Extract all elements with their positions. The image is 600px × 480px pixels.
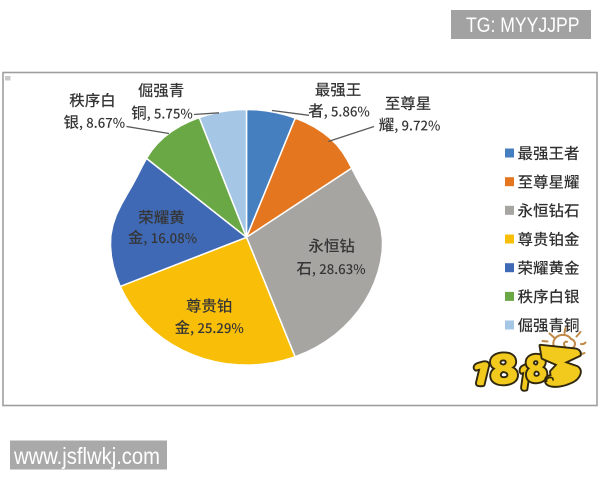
svg-text:TG: MYYJJPP: TG: MYYJJPP	[466, 14, 580, 37]
svg-text:www.jsflwkj.com: www.jsflwkj.com	[13, 443, 160, 469]
